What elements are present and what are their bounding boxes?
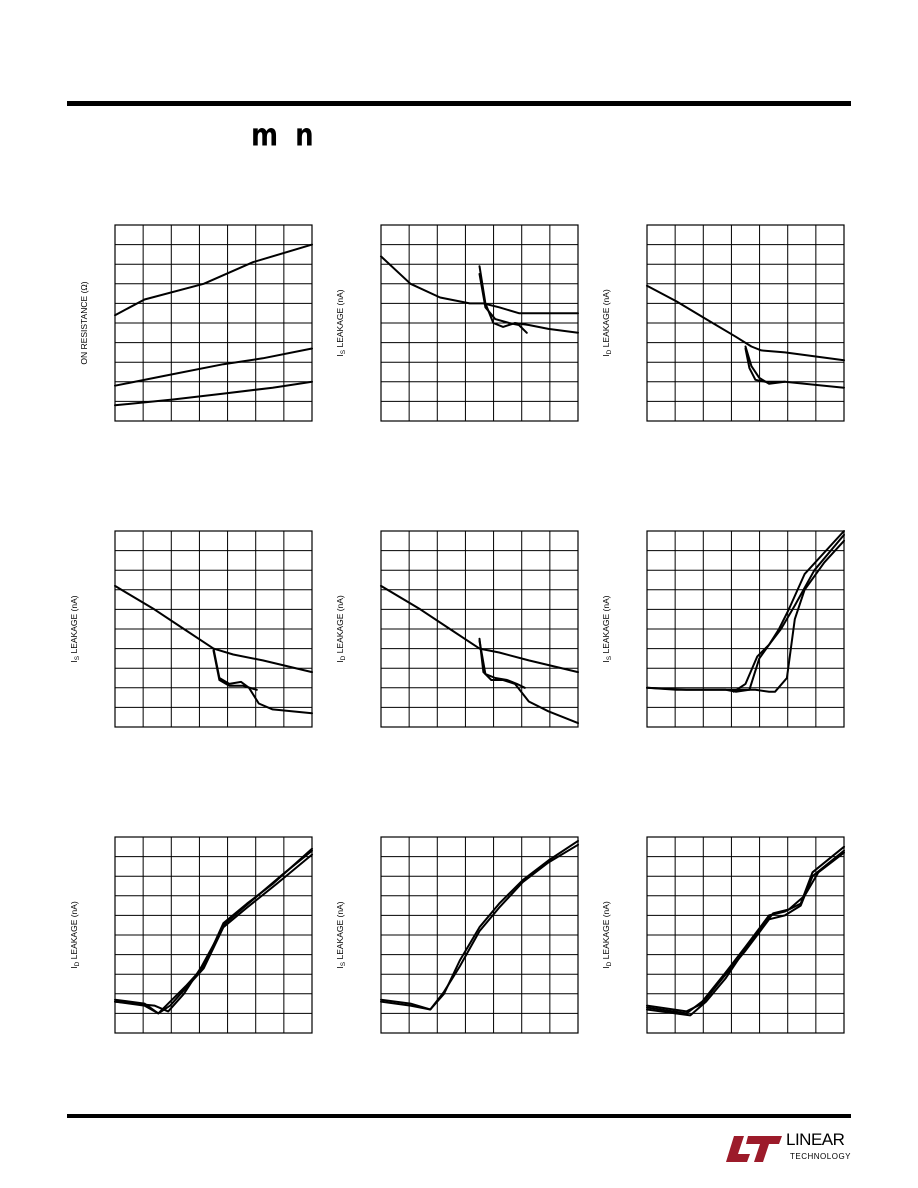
series-line-3 xyxy=(114,380,313,407)
series-line-2 xyxy=(646,539,845,693)
y-axis-label-subscript: D xyxy=(606,349,613,354)
y-axis-label-subscript: D xyxy=(340,655,347,660)
top-rule xyxy=(67,101,851,106)
series-line-1 xyxy=(646,530,845,693)
y-axis-label: ON RESISTANCE (Ω) xyxy=(79,281,89,364)
section-heading-glyphs: m n xyxy=(251,118,318,154)
series-line-3 xyxy=(732,533,845,693)
series-line-2 xyxy=(114,347,313,387)
plot-frame xyxy=(114,224,313,422)
plot-frame xyxy=(114,530,313,728)
y-axis-label-subscript: S xyxy=(340,961,347,966)
series-line-3 xyxy=(478,273,528,334)
y-axis-label-subscript: S xyxy=(340,349,347,354)
chart-on-resistance: ON RESISTANCE (Ω) xyxy=(79,224,313,422)
grid xyxy=(381,837,578,1033)
logo-wordmark: LINEAR xyxy=(786,1130,845,1149)
y-axis-label: ID LEAKAGE (nA) xyxy=(601,289,613,357)
y-axis-label-subscript: D xyxy=(606,961,613,966)
series-line-3 xyxy=(114,849,313,1013)
y-axis-label-main: I xyxy=(335,354,345,356)
plot-frame xyxy=(646,836,845,1034)
y-axis-label: IS LEAKAGE (nA) xyxy=(335,901,347,968)
y-axis-label-main: I xyxy=(601,966,611,968)
logo-subtitle: TECHNOLOGY xyxy=(790,1152,852,1161)
series-line-1 xyxy=(646,284,845,362)
grid xyxy=(115,225,312,421)
chart-id-leakage-3: ID LEAKAGE (nA) xyxy=(69,836,313,1034)
series-line-2 xyxy=(212,647,313,715)
y-axis-label: IS LEAKAGE (nA) xyxy=(69,595,81,662)
y-axis-label-main: I xyxy=(69,660,79,662)
grid xyxy=(647,225,844,421)
series-line-1 xyxy=(380,255,579,315)
y-axis-label-main: I xyxy=(601,660,611,662)
grid xyxy=(381,531,578,727)
plot-frame xyxy=(380,530,579,728)
y-axis-label-main: I xyxy=(69,966,79,968)
grid xyxy=(647,531,844,727)
y-axis-label-main: ON RESISTANCE (Ω) xyxy=(79,281,89,364)
chart-id-leakage-4: ID LEAKAGE (nA) xyxy=(601,836,845,1034)
y-axis-label-main: I xyxy=(601,354,611,356)
grid xyxy=(115,531,312,727)
linear-technology-logo-icon xyxy=(726,1136,782,1162)
chart-is-leakage-3: IS LEAKAGE (nA) xyxy=(601,530,845,728)
y-axis-label-tail: LEAKAGE (nA) xyxy=(335,901,345,962)
y-axis-label: ID LEAKAGE (nA) xyxy=(69,901,81,969)
grid xyxy=(381,225,578,421)
y-axis-label-subscript: S xyxy=(606,655,613,660)
y-axis-label-main: I xyxy=(335,660,345,662)
series-line-3 xyxy=(212,649,258,691)
series-line-2 xyxy=(114,853,313,1015)
y-axis-label-tail: LEAKAGE (nA) xyxy=(69,901,79,962)
chart-id-leakage-1: ID LEAKAGE (nA) xyxy=(601,224,845,422)
y-axis-label-tail: LEAKAGE (nA) xyxy=(601,289,611,350)
y-axis-label: ID LEAKAGE (nA) xyxy=(335,595,347,663)
y-axis-label: ID LEAKAGE (nA) xyxy=(601,901,613,969)
bottom-rule xyxy=(67,1114,851,1118)
y-axis-label-main: I xyxy=(335,966,345,968)
series-line-1 xyxy=(114,243,313,317)
series-line-2 xyxy=(478,265,579,334)
y-axis-label-tail: LEAKAGE (nA) xyxy=(335,289,345,350)
plot-frame xyxy=(646,530,845,728)
grid xyxy=(115,837,312,1033)
series-line-3 xyxy=(478,639,526,689)
plot-frame xyxy=(114,836,313,1034)
y-axis-label-tail: LEAKAGE (nA) xyxy=(601,901,611,962)
series-line-3 xyxy=(646,851,845,1017)
plot-frame xyxy=(380,224,579,422)
y-axis-label-subscript: D xyxy=(74,961,81,966)
chart-is-leakage-1: IS LEAKAGE (nA) xyxy=(335,224,579,422)
series-line-1 xyxy=(646,849,845,1013)
y-axis-label-tail: LEAKAGE (nA) xyxy=(335,595,345,656)
y-axis-label: IS LEAKAGE (nA) xyxy=(601,595,613,662)
chart-is-leakage-4: IS LEAKAGE (nA) xyxy=(335,836,579,1034)
chart-id-leakage-2: ID LEAKAGE (nA) xyxy=(335,530,579,728)
chart-is-leakage-2: IS LEAKAGE (nA) xyxy=(69,530,313,728)
plot-frame xyxy=(646,224,845,422)
series-line-2 xyxy=(646,845,845,1015)
y-axis-label-subscript: S xyxy=(74,655,81,660)
grid xyxy=(647,837,844,1033)
y-axis-label-tail: LEAKAGE (nA) xyxy=(601,595,611,656)
y-axis-label-tail: LEAKAGE (nA) xyxy=(69,595,79,656)
y-axis-label: IS LEAKAGE (nA) xyxy=(335,289,347,356)
plot-frame xyxy=(380,836,579,1034)
series-line-1 xyxy=(380,584,579,674)
series-line-2 xyxy=(380,839,579,1011)
series-line-3 xyxy=(744,345,786,385)
series-line-2 xyxy=(744,347,845,389)
